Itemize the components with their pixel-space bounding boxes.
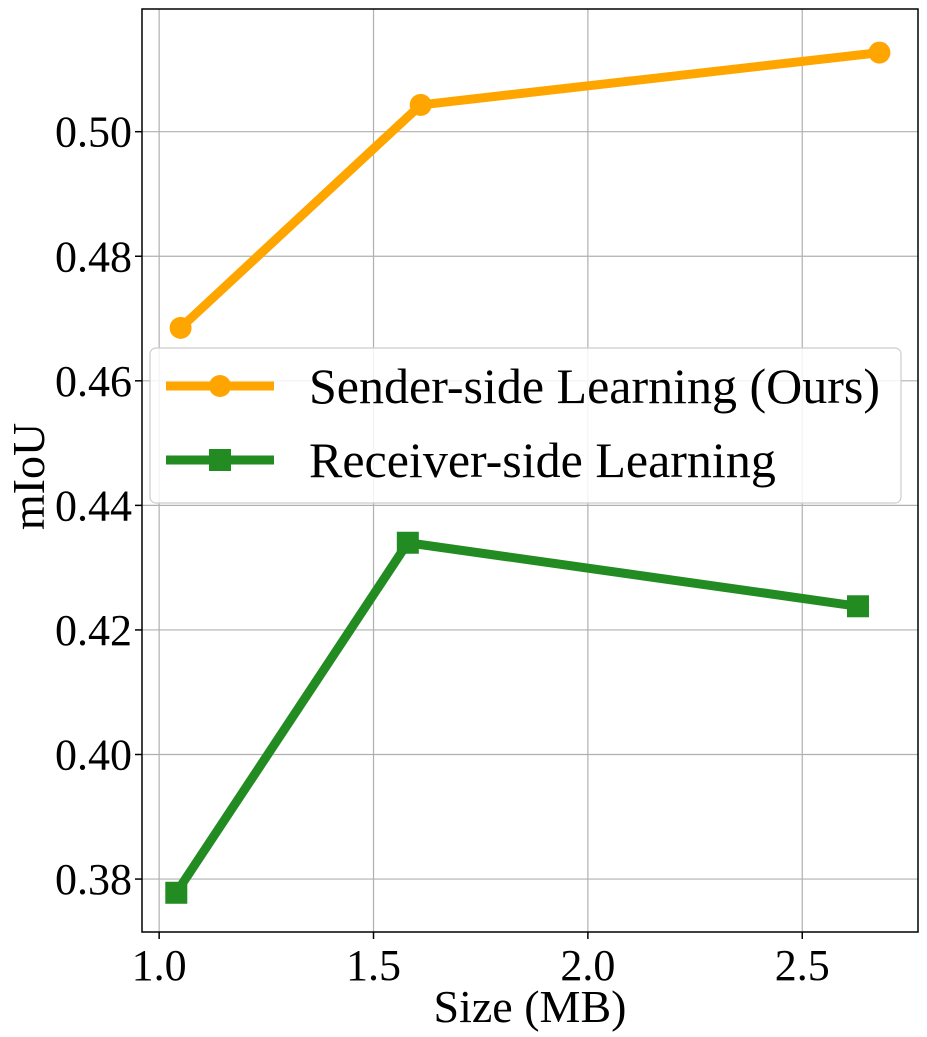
legend-label: Receiver-side Learning [309,432,776,488]
y-axis-title: mIoU [3,423,54,530]
legend-item: Receiver-side Learning [166,432,776,488]
data-point [409,93,432,116]
x-tick-label: 2.0 [560,941,615,990]
y-tick-label: 0.46 [55,357,132,406]
x-axis-ticks: 1.0 1.5 2.0 2.5 [132,932,830,990]
legend-marker [209,375,231,397]
x-axis-title: Size (MB) [434,981,627,1032]
series-layer [165,41,891,904]
legend-marker [209,449,231,471]
data-point [396,531,419,554]
data-point [169,316,192,339]
y-tick-label: 0.40 [55,731,132,780]
y-tick-label: 0.50 [55,108,132,157]
x-tick-label: 1.0 [132,941,187,990]
data-point [165,881,188,904]
series-line [177,48,880,332]
y-tick-label: 0.44 [55,481,132,530]
y-tick-label: 0.48 [55,232,132,281]
y-tick-label: 0.42 [55,606,132,655]
legend: Sender-side Learning (Ours) Receiver-side… [149,347,902,504]
series-1 [169,41,891,339]
legend-box [149,347,902,504]
series-2 [165,531,869,904]
plot-frame [141,8,919,933]
series-line [172,538,859,896]
x-tick-label: 1.5 [346,941,401,990]
x-tick-label: 2.5 [775,941,830,990]
y-axis-ticks: 0.38 0.40 0.42 0.44 0.46 0.48 0.50 [55,108,142,904]
data-point [846,595,869,618]
legend-label: Sender-side Learning (Ours) [309,358,880,414]
data-point [868,41,891,64]
y-tick-label: 0.38 [55,855,132,904]
legend-item: Sender-side Learning (Ours) [166,358,880,414]
